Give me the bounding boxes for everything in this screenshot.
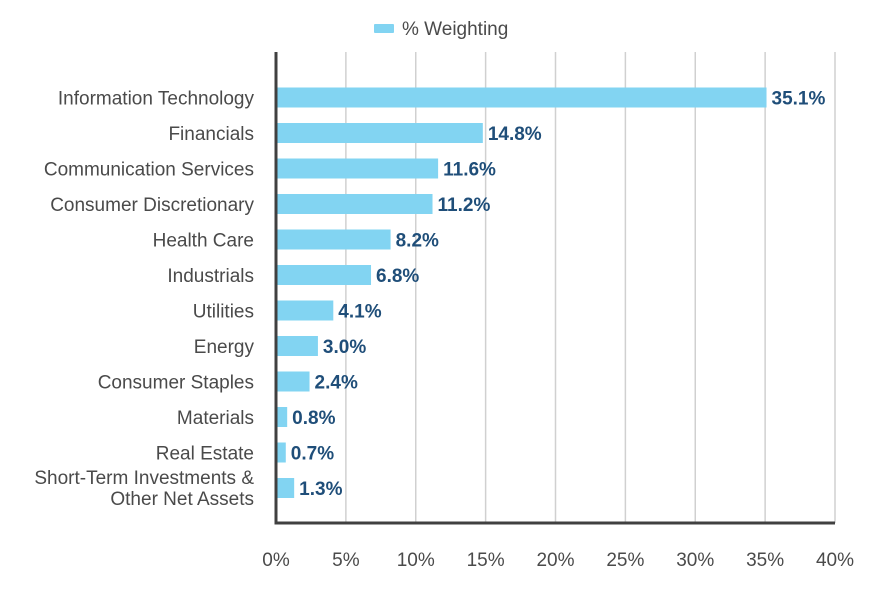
bar [276,229,391,250]
category-label: Real Estate [156,444,254,465]
bar [276,158,439,179]
bar [276,371,310,392]
x-tick-label: 5% [332,550,360,571]
legend-label: % Weighting [402,19,508,40]
bar [276,265,372,285]
bar-value-label: 11.2% [438,195,491,216]
bar-value-label: 0.7% [291,444,334,465]
bar [276,442,286,463]
bar-value-label: 14.8% [488,124,542,145]
gridlines [345,52,836,523]
category-label-line: Short-Term Investments & [34,468,254,489]
category-label: Information Technology [58,89,255,110]
category-label: Materials [177,408,254,429]
legend: % Weighting [374,19,508,40]
category-label: Consumer Discretionary [50,195,254,216]
category-label: Communication Services [44,160,254,181]
x-tick-label: 15% [467,550,505,571]
category-label: Short-Term Investments & Other Net Assets [34,468,254,510]
value-labels: 35.1% 14.8% 11.6% 11.2% 8.2% 6.8% 4.1% 3.0% 2.4%… [291,89,826,501]
x-tick-labels: 0% 5% 10% 15% 20% 25% 30% 35% 40% [262,550,854,571]
bar-value-label: 2.4% [315,373,358,394]
category-label: Utilities [193,302,254,323]
category-label: Health Care [153,231,254,252]
x-tick-label: 25% [606,550,644,571]
bar-value-label: 0.8% [292,408,335,429]
bar [276,300,334,321]
bar [276,478,295,498]
bar [276,123,483,143]
x-tick-label: 40% [816,550,854,571]
bar-value-label: 11.6% [443,160,496,181]
bar [276,336,318,356]
bar-value-label: 8.2% [396,231,439,252]
bar [276,194,433,214]
x-tick-label: 30% [676,550,714,571]
x-tick-label: 10% [397,550,435,571]
x-tick-label: 0% [262,550,290,571]
bar-value-label: 4.1% [338,302,381,323]
x-tick-label: 20% [536,550,574,571]
bar-value-label: 6.8% [376,266,419,287]
category-labels: Information Technology Financials Communic… [34,89,254,511]
bar-value-label: 35.1% [772,89,826,110]
axes [274,52,835,525]
bar [276,407,288,427]
bar-value-label: 3.0% [323,337,366,358]
category-label-line: Other Net Assets [110,489,254,510]
category-label: Industrials [167,266,254,287]
bar-value-label: 1.3% [299,479,342,500]
bars [276,87,767,498]
legend-swatch [374,24,394,33]
category-label: Energy [194,337,255,358]
category-label: Financials [168,124,254,145]
category-label: Consumer Staples [98,373,254,394]
x-tick-label: 35% [746,550,784,571]
bar [276,87,767,108]
